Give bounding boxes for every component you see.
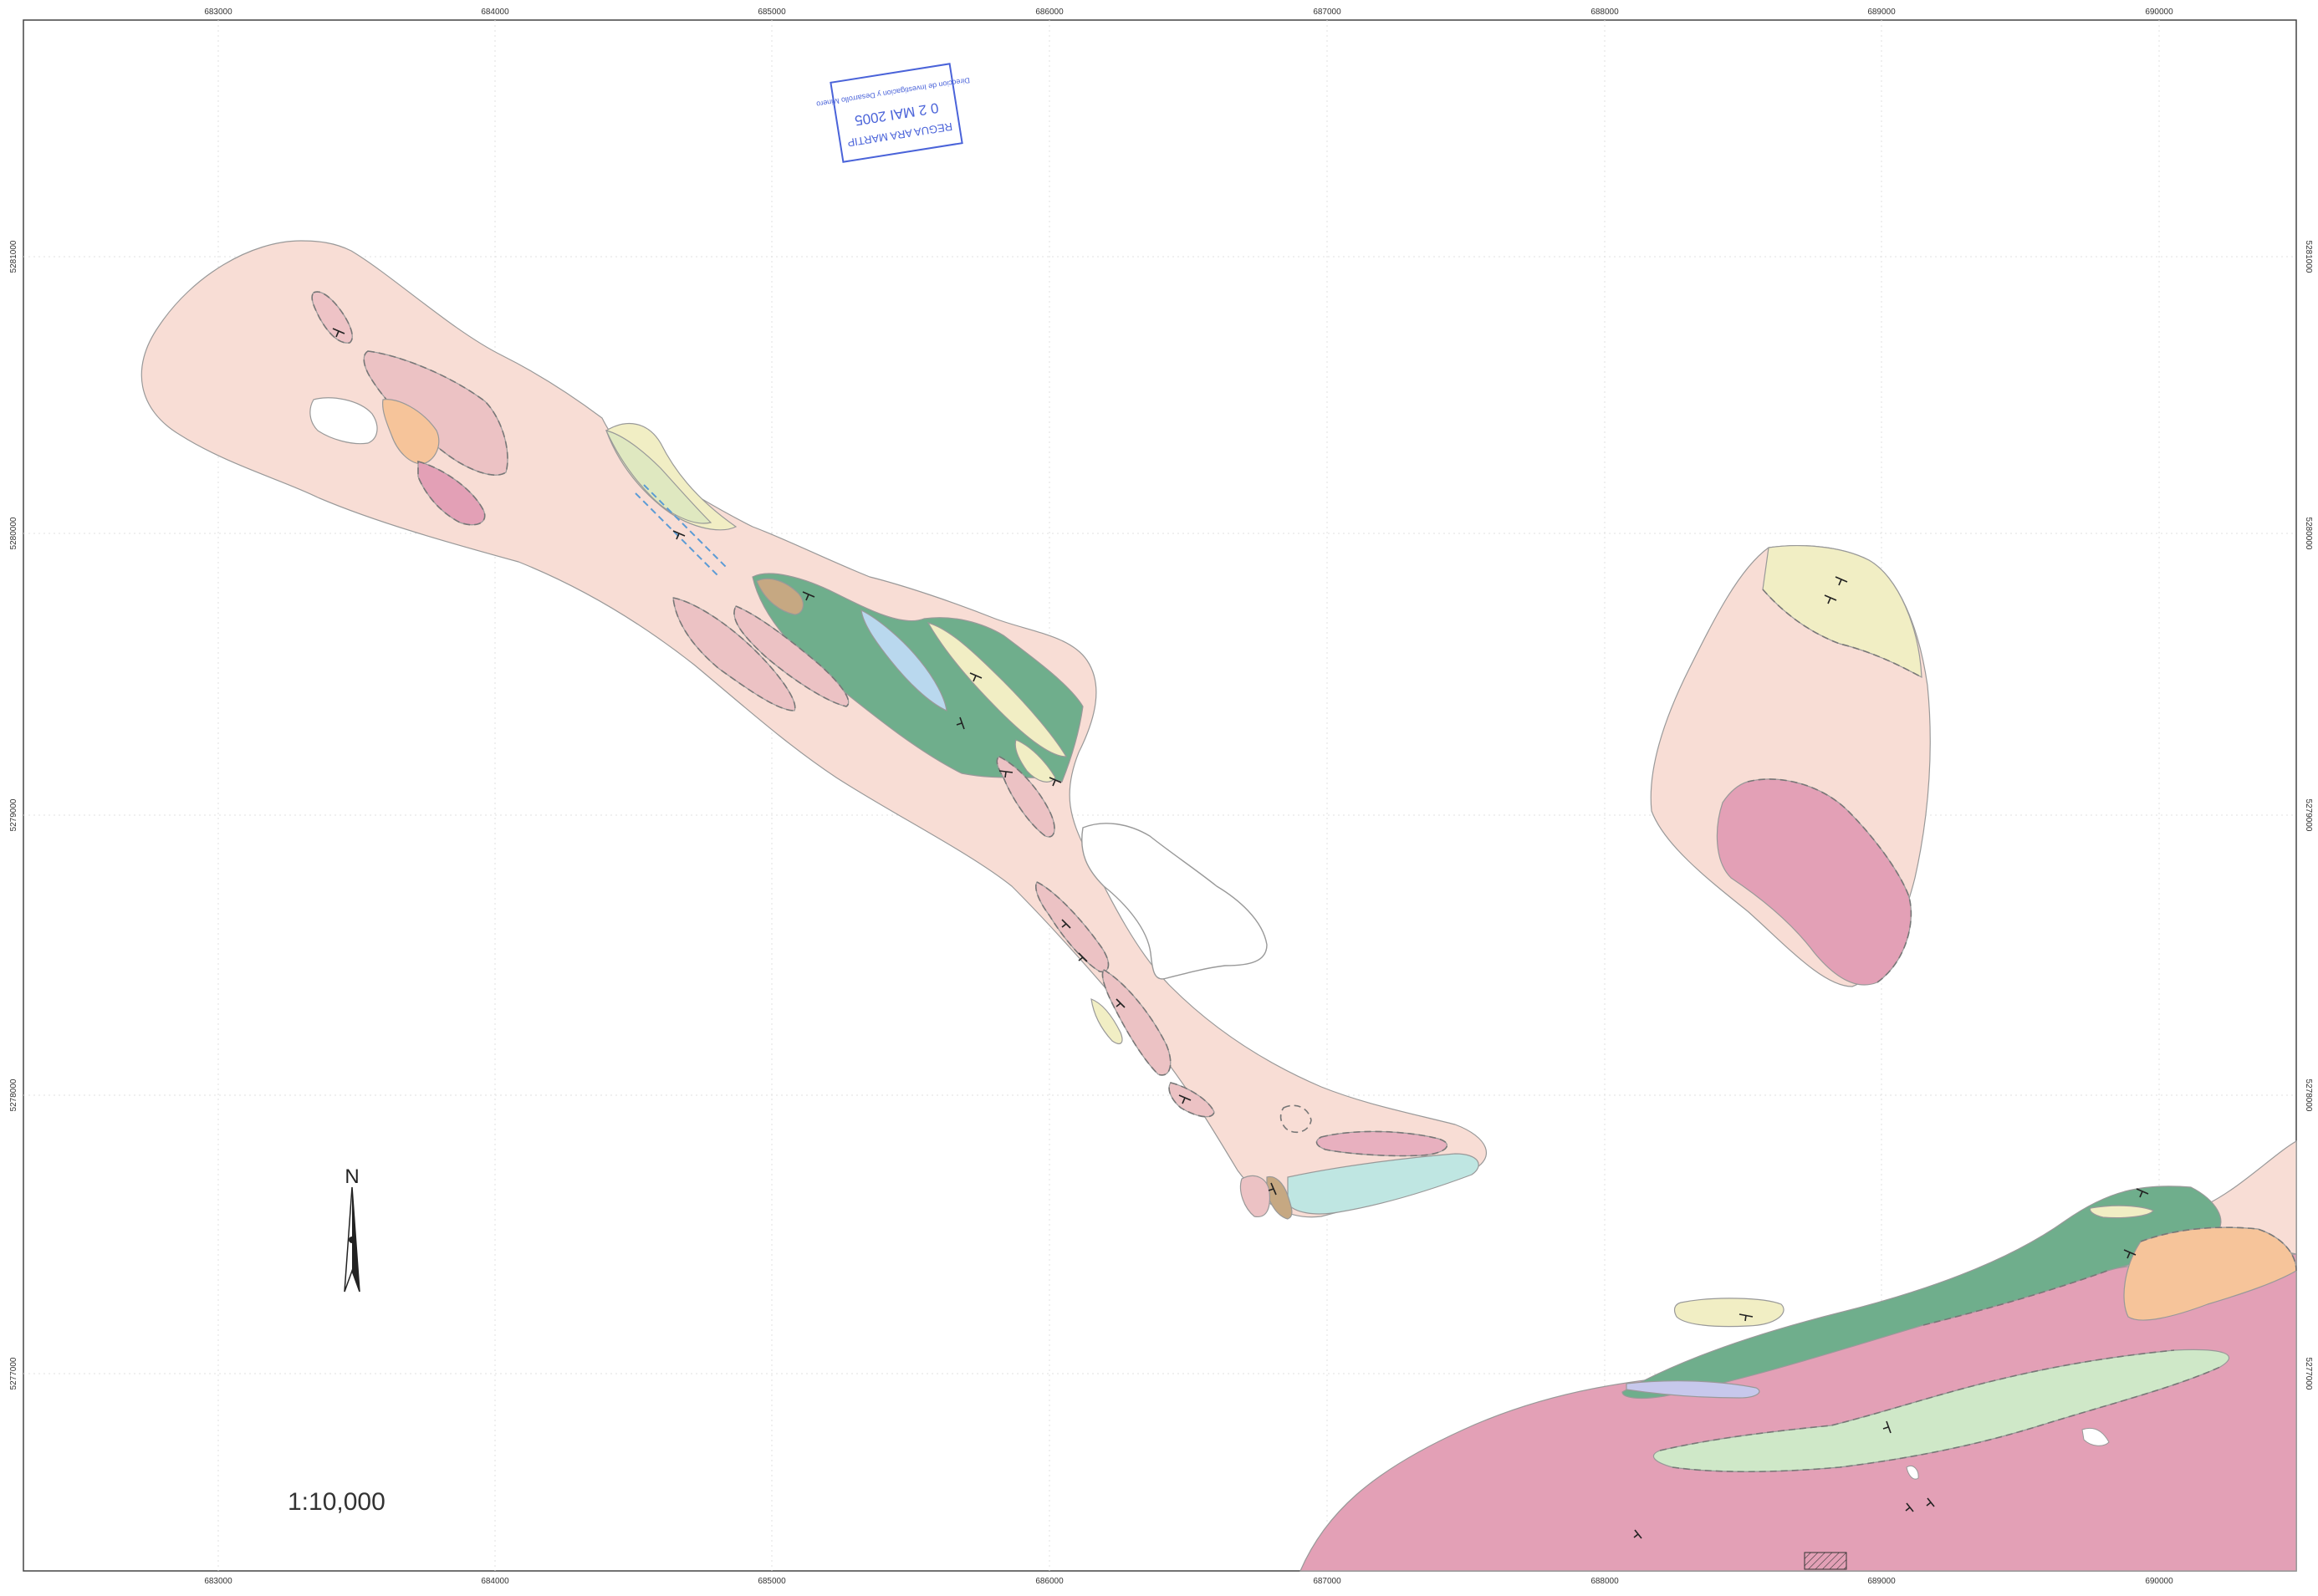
strike-dip-symbol [1078,952,1088,962]
strike-dip-symbol [2136,1188,2149,1198]
easting-label: 683000 [204,8,232,17]
north-arrow: N [344,1165,360,1293]
strike-dip-symbol [1633,1529,1642,1539]
easting-label: 688000 [1590,1577,1619,1586]
unit-pale-yellow [2089,1205,2154,1219]
northing-label: 5277000 [9,1357,18,1389]
strike-dip-symbol [969,672,983,682]
unit-pale-yellow [1090,998,1123,1044]
easting-label: 687000 [1313,1577,1341,1586]
easting-label: 690000 [2145,8,2173,17]
strike-dip-symbol [1178,1094,1192,1104]
strike-dip-symbol [1738,1313,1754,1322]
strike-dip-symbol [1116,998,1126,1008]
strike-dip-symbol [1926,1497,1935,1507]
strike-dip-symbol [956,716,965,730]
strike-dip-symbol [1882,1420,1892,1434]
easting-label: 686000 [1035,8,1064,17]
northing-label: 5279000 [2304,799,2313,832]
unit-pale-yellow [927,622,1068,757]
easting-labels-top: 683000 684000 685000 686000 687000 68800… [204,8,2173,17]
easting-label: 688000 [1590,8,1619,17]
unit-unmapped-area [1081,823,1268,980]
unit-teal [1287,1153,1479,1215]
structure-symbols [332,328,2149,1539]
unit-pale-yellow [1673,1298,1784,1328]
easting-label: 689000 [1867,1577,1896,1586]
easting-label: 687000 [1313,8,1341,17]
unit-hole [309,397,378,445]
scale-label: 1:10,000 [288,1488,385,1516]
strike-dip-symbol [1049,777,1062,787]
unit-outlier [1906,1466,1919,1480]
strike-dip-symbol [998,770,1013,778]
fault-line [635,492,720,578]
northing-labels-right: 5281000 5280000 5279000 5278000 5277000 [2304,241,2313,1390]
unit-pale-yellow [1014,739,1056,783]
northing-label: 5280000 [2304,518,2313,550]
northing-label: 5280000 [9,517,18,549]
unit-lavender [1626,1380,1760,1399]
easting-label: 685000 [758,8,786,17]
easting-label: 684000 [481,1577,509,1586]
strike-dip-symbol [802,591,815,601]
unit-pink-lens [1239,1175,1271,1217]
unit-outlier [2081,1427,2110,1446]
easting-label: 684000 [481,8,509,17]
unit-light-blue [860,609,947,711]
northing-label: 5278000 [2304,1079,2313,1112]
north-label: N [345,1165,359,1188]
unit-brown [756,578,804,615]
strike-dip-symbol [1268,1182,1277,1196]
easting-label: 685000 [758,1577,786,1586]
unit-pale-pink-main [140,240,1487,1218]
northing-label: 5278000 [9,1078,18,1111]
strike-dip-symbol [1824,594,1837,604]
hatched-box [1804,1552,1847,1570]
strike-dip-symbol [332,328,345,338]
strike-dip-symbol [1835,576,1848,586]
easting-labels-bottom: 683000 684000 685000 686000 687000 68800… [204,1577,2173,1586]
strike-dip-symbol [1905,1502,1914,1512]
strike-dip-symbol [2123,1249,2137,1259]
unit-pale-green [605,430,712,524]
strike-dip-symbol [1061,919,1071,929]
northing-label: 5281000 [9,240,18,273]
fault-line [643,484,728,569]
easting-label: 683000 [204,1577,232,1586]
northing-label: 5279000 [9,798,18,831]
easting-label: 689000 [1867,8,1896,17]
northing-labels-left: 5281000 5280000 5279000 5278000 5277000 [9,240,18,1389]
northing-label: 5277000 [2304,1358,2313,1390]
easting-label: 686000 [1035,1577,1064,1586]
easting-label: 690000 [2145,1577,2173,1586]
strike-dip-symbol [672,530,686,540]
northing-label: 5281000 [2304,241,2313,273]
